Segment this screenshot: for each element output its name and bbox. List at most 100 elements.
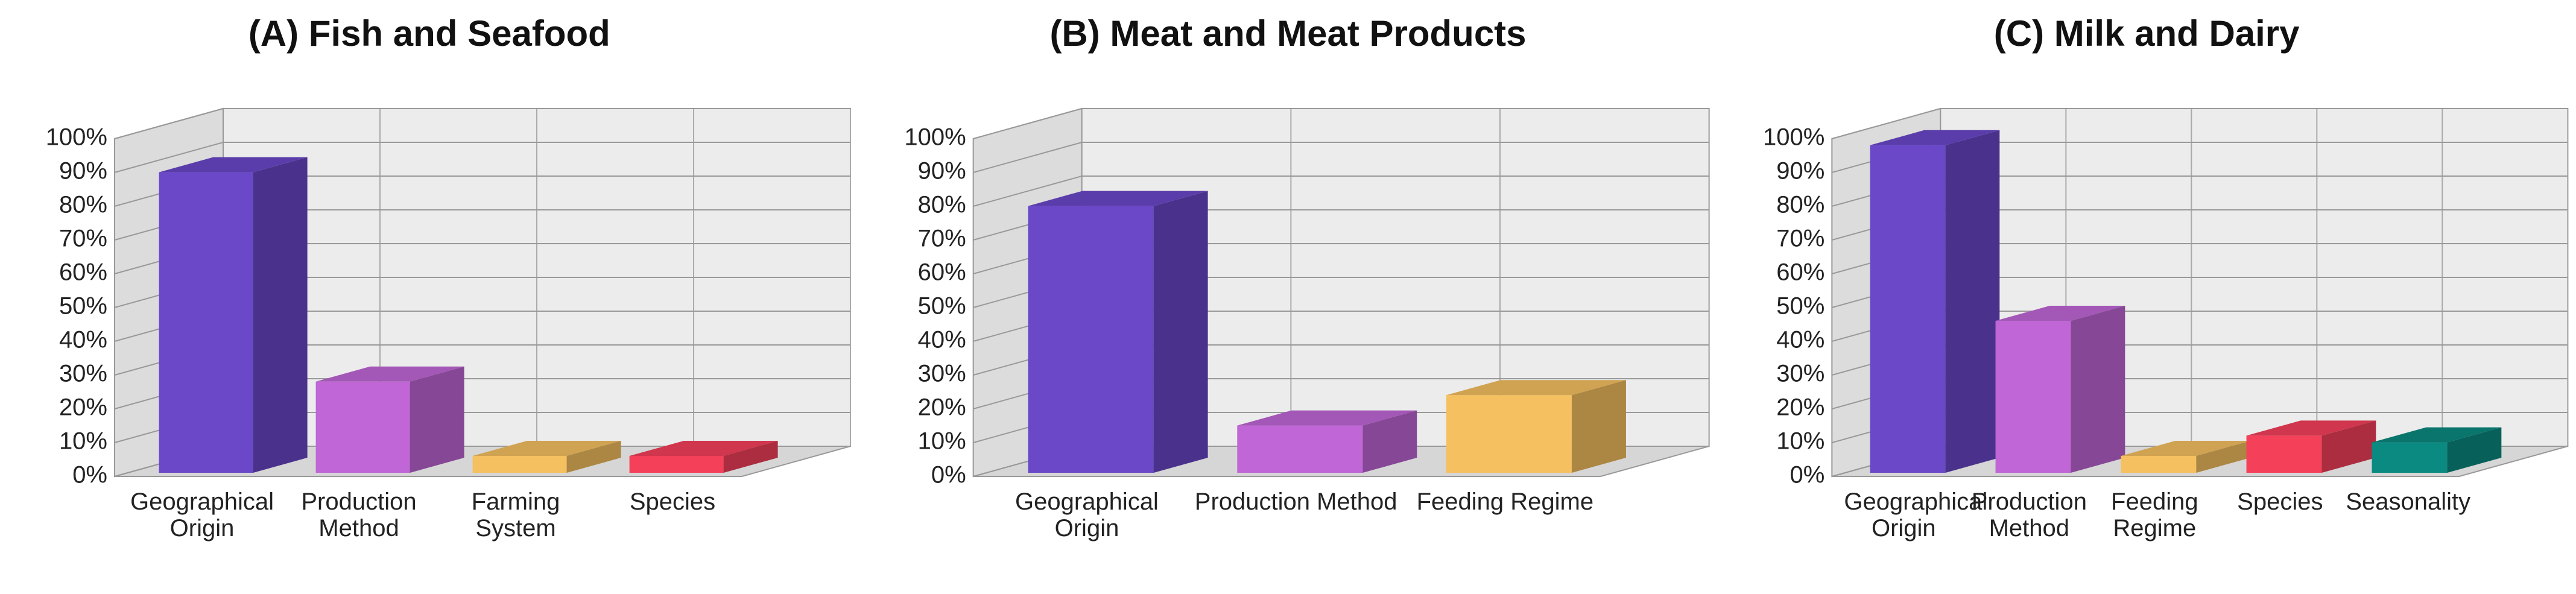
bar-front	[2246, 435, 2322, 473]
chart-panel: (C) Milk and Dairy 0% 10% 20% 30% 40% 50% 60% 70…	[1763, 13, 2569, 488]
bar	[159, 157, 308, 473]
bar-front	[315, 381, 410, 473]
x-tick-label: Production Method	[301, 488, 417, 542]
y-tick-label: 100%	[1763, 124, 1824, 151]
y-tick-label: 100%	[46, 124, 107, 151]
bar	[1870, 130, 2000, 473]
bar	[2121, 441, 2251, 473]
y-tick-label: 20%	[918, 394, 966, 421]
x-tick-label: Production Method	[1194, 488, 1397, 515]
bar-side	[2321, 420, 2376, 473]
bar-front	[2372, 442, 2448, 473]
x-tick-label: Geographical Origin	[1844, 488, 1988, 542]
grid-line	[973, 108, 1709, 139]
bar-top	[2372, 427, 2502, 443]
y-tick-label: 10%	[918, 428, 966, 455]
x-tick-label: Production Method	[1971, 488, 2087, 542]
y-tick-label: 70%	[59, 226, 107, 252]
bar-side	[1153, 191, 1208, 473]
bar-side	[253, 157, 308, 473]
bar	[1995, 306, 2125, 473]
bar-front	[159, 172, 253, 473]
bar-top	[2246, 420, 2376, 436]
y-tick-label: 70%	[918, 226, 966, 252]
y-tick-label: 20%	[59, 394, 107, 421]
y-tick-label: 90%	[59, 158, 107, 185]
bar-front	[2121, 456, 2197, 473]
bar-front	[629, 456, 724, 473]
y-tick-label: 60%	[59, 259, 107, 286]
grid-line	[1832, 108, 2568, 139]
y-tick-label: 10%	[1776, 428, 1824, 455]
chart-panel: (A) Fish and Seafood 0% 10% 20% 30% 40% 50% 60%…	[46, 13, 851, 488]
bar	[472, 441, 621, 473]
y-tick-label: 30%	[1776, 361, 1824, 387]
bar	[315, 366, 464, 473]
x-tick-label: Seasonality	[2346, 488, 2471, 515]
chart-title: (B) Meat and Meat Products	[1049, 13, 1526, 54]
chart-panel: (B) Meat and Meat Products 0% 10% 20% 30% 40%…	[904, 13, 1710, 488]
bar	[1446, 380, 1626, 473]
y-tick-label: 30%	[59, 361, 107, 387]
bar	[2372, 427, 2502, 473]
y-tick-label: 0%	[931, 462, 966, 488]
y-tick-label: 40%	[59, 327, 107, 353]
x-tick-label: Feeding Regime	[2111, 488, 2198, 542]
grid-line	[973, 142, 1709, 173]
bar-top	[629, 441, 778, 456]
x-tick-label: Geographical Origin	[1015, 488, 1159, 542]
bar	[1237, 410, 1417, 473]
y-tick-label: 100%	[904, 124, 966, 151]
bar-side	[410, 366, 464, 473]
y-tick-label: 50%	[918, 293, 966, 320]
bar-top	[159, 157, 308, 172]
y-tick-label: 50%	[59, 293, 107, 320]
bar-side	[2196, 441, 2251, 473]
bar-side	[566, 441, 621, 473]
y-tick-label: 30%	[918, 361, 966, 387]
y-tick-label: 80%	[918, 192, 966, 218]
y-tick-label: 10%	[59, 428, 107, 455]
bar	[1028, 191, 1208, 473]
bar-side	[723, 441, 778, 473]
y-tick-label: 70%	[1776, 226, 1824, 252]
y-tick-label: 0%	[1790, 462, 1825, 488]
bar-top	[1870, 130, 2000, 145]
y-tick-label: 80%	[59, 192, 107, 218]
bar-top	[1028, 191, 1208, 206]
bar-top	[1237, 410, 1417, 426]
x-tick-label: Species	[2237, 488, 2323, 515]
x-tick-label: Species	[629, 488, 716, 515]
bar	[629, 441, 778, 473]
bar-front	[472, 456, 567, 473]
bar	[2246, 420, 2376, 473]
bar-side	[2447, 427, 2502, 473]
y-tick-label: 50%	[1776, 293, 1824, 320]
y-tick-label: 80%	[1776, 192, 1824, 218]
grid-line	[114, 142, 850, 173]
grid-line	[114, 108, 850, 139]
y-tick-label: 0%	[72, 462, 107, 488]
bar-front	[1446, 395, 1572, 473]
y-tick-label: 40%	[1776, 327, 1824, 353]
bar-top	[1446, 380, 1626, 396]
bar-front	[1237, 425, 1363, 473]
y-tick-label: 60%	[918, 259, 966, 286]
x-tick-label: Feeding Regime	[1416, 488, 1594, 515]
y-tick-label: 60%	[1776, 259, 1824, 286]
y-tick-label: 40%	[918, 327, 966, 353]
bar-front	[1995, 321, 2071, 473]
bar-top	[315, 366, 464, 382]
bar-side	[2071, 306, 2125, 473]
bar-side	[1571, 380, 1626, 473]
bar-front	[1870, 145, 1946, 473]
bar-side	[1362, 410, 1417, 473]
chart-title: (C) Milk and Dairy	[1994, 13, 2300, 54]
y-tick-label: 20%	[1776, 394, 1824, 421]
chart-title: (A) Fish and Seafood	[248, 13, 610, 54]
y-tick-label: 90%	[918, 158, 966, 185]
bar-top	[2121, 441, 2251, 456]
bar-front	[1028, 206, 1154, 473]
